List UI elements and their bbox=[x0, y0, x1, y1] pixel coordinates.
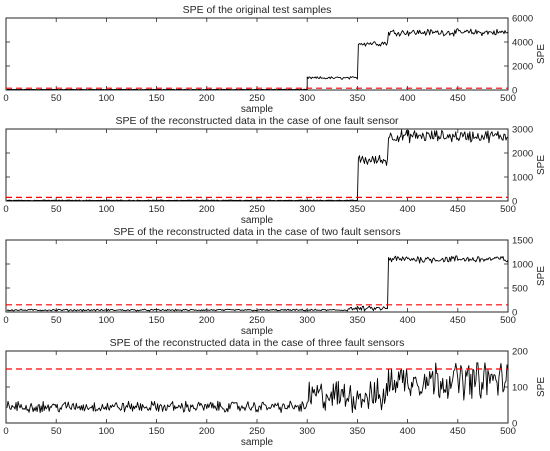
x-tick-label: 200 bbox=[199, 204, 215, 215]
x-tick-label: 200 bbox=[199, 426, 215, 437]
chart-title: SPE of the reconstructed data in the cas… bbox=[115, 115, 399, 127]
x-axis-label: sample bbox=[241, 326, 274, 337]
x-tick-label: 350 bbox=[349, 426, 365, 437]
x-tick-label: 50 bbox=[51, 93, 62, 104]
x-tick-label: 100 bbox=[98, 93, 114, 104]
x-tick-label: 0 bbox=[3, 204, 8, 215]
x-tick-label: 0 bbox=[3, 315, 8, 326]
x-tick-label: 300 bbox=[299, 315, 315, 326]
x-tick-label: 400 bbox=[400, 204, 416, 215]
spe-series-line bbox=[6, 362, 509, 414]
y-tick-label: 1000 bbox=[512, 173, 533, 184]
y-axis-label: SPE bbox=[536, 377, 547, 397]
plot-frame bbox=[5, 17, 509, 91]
x-tick-label: 450 bbox=[450, 93, 466, 104]
x-tick-label: 50 bbox=[51, 315, 62, 326]
y-tick-label: 6000 bbox=[512, 14, 533, 25]
plot-frame bbox=[5, 239, 509, 313]
x-axis-label: sample bbox=[241, 104, 274, 115]
x-tick-label: 150 bbox=[149, 426, 165, 437]
chart-panel-2: SPE of the reconstructed data in the cas… bbox=[3, 115, 547, 226]
y-tick-label: 3000 bbox=[512, 125, 533, 136]
y-tick-label: 0 bbox=[512, 197, 517, 208]
chart-title: SPE of the reconstructed data in the cas… bbox=[113, 226, 400, 238]
x-tick-label: 0 bbox=[3, 426, 8, 437]
x-tick-label: 350 bbox=[349, 315, 365, 326]
chart-panel-3: SPE of the reconstructed data in the cas… bbox=[3, 226, 547, 337]
x-tick-label: 150 bbox=[149, 204, 165, 215]
spe-series-line bbox=[6, 129, 509, 202]
spe-series-line bbox=[6, 28, 509, 91]
spe-series-line bbox=[6, 255, 509, 312]
x-tick-label: 200 bbox=[199, 315, 215, 326]
x-tick-label: 500 bbox=[500, 204, 516, 215]
y-tick-label: 500 bbox=[512, 284, 528, 295]
chart-title: SPE of the reconstructed data in the cas… bbox=[110, 337, 405, 349]
x-tick-label: 300 bbox=[299, 204, 315, 215]
y-axis-label: SPE bbox=[536, 44, 547, 64]
y-tick-label: 200 bbox=[512, 347, 528, 358]
x-tick-label: 200 bbox=[199, 93, 215, 104]
x-tick-label: 400 bbox=[400, 93, 416, 104]
x-tick-label: 400 bbox=[400, 315, 416, 326]
y-tick-label: 0 bbox=[512, 419, 517, 430]
chart-panel-4: SPE of the reconstructed data in the cas… bbox=[3, 337, 547, 448]
x-axis-label: sample bbox=[241, 437, 274, 448]
x-tick-label: 100 bbox=[98, 426, 114, 437]
y-tick-label: 1000 bbox=[512, 260, 533, 271]
x-tick-label: 300 bbox=[299, 426, 315, 437]
y-tick-label: 2000 bbox=[512, 62, 533, 73]
y-axis-label: SPE bbox=[536, 266, 547, 286]
x-tick-label: 0 bbox=[3, 93, 8, 104]
x-tick-label: 400 bbox=[400, 426, 416, 437]
y-tick-label: 0 bbox=[512, 86, 517, 97]
y-tick-label: 0 bbox=[512, 308, 517, 319]
x-tick-label: 350 bbox=[349, 204, 365, 215]
plot-frame bbox=[5, 128, 509, 202]
x-tick-label: 300 bbox=[299, 93, 315, 104]
chart-panel-1: SPE of the original test samples 0 50 100 15… bbox=[3, 4, 547, 115]
x-tick-label: 50 bbox=[51, 204, 62, 215]
plot-frame bbox=[5, 350, 509, 424]
x-tick-label: 250 bbox=[249, 204, 265, 215]
x-tick-label: 350 bbox=[349, 93, 365, 104]
x-tick-label: 50 bbox=[51, 426, 62, 437]
x-tick-label: 250 bbox=[249, 426, 265, 437]
x-axis-label: sample bbox=[241, 215, 274, 226]
x-tick-label: 450 bbox=[450, 204, 466, 215]
y-tick-label: 2000 bbox=[512, 149, 533, 160]
y-tick-label: 1500 bbox=[512, 236, 533, 247]
x-tick-label: 250 bbox=[249, 93, 265, 104]
x-tick-label: 450 bbox=[450, 315, 466, 326]
x-tick-label: 450 bbox=[450, 426, 466, 437]
x-tick-label: 500 bbox=[500, 315, 516, 326]
y-tick-label: 4000 bbox=[512, 38, 533, 49]
x-tick-label: 500 bbox=[500, 93, 516, 104]
x-tick-label: 150 bbox=[149, 93, 165, 104]
x-tick-label: 150 bbox=[149, 315, 165, 326]
chart-title: SPE of the original test samples bbox=[183, 4, 332, 16]
x-tick-label: 100 bbox=[98, 315, 114, 326]
x-tick-label: 250 bbox=[249, 315, 265, 326]
y-tick-label: 100 bbox=[512, 383, 528, 394]
x-tick-label: 500 bbox=[500, 426, 516, 437]
y-axis-label: SPE bbox=[536, 155, 547, 175]
x-tick-label: 100 bbox=[98, 204, 114, 215]
